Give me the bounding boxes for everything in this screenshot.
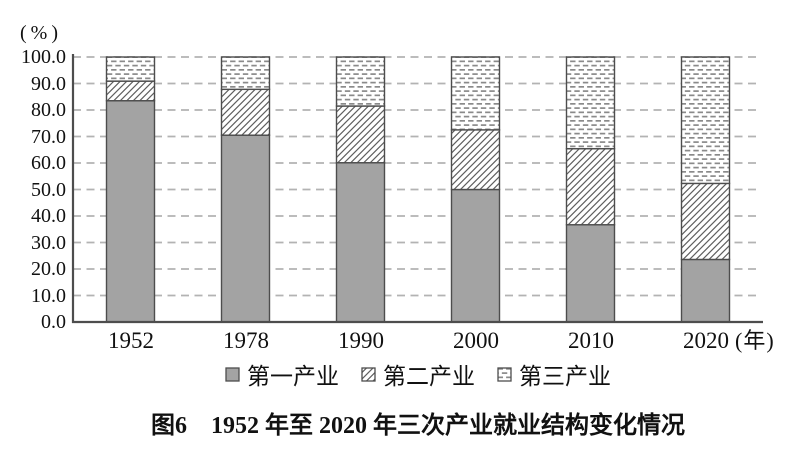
y-axis-unit-label: (%) bbox=[20, 22, 62, 44]
bar-segment-2020-第三产业 bbox=[680, 56, 731, 185]
y-tick-label: 30.0 bbox=[31, 231, 66, 254]
legend-swatch-diagonal-hatch bbox=[361, 366, 376, 382]
figure-caption: 图6 1952 年至 2020 年三次产业就业结构变化情况 bbox=[151, 413, 685, 439]
legend-label: 第二产业 bbox=[383, 364, 475, 389]
bar-segment-2000-第一产业 bbox=[450, 188, 501, 323]
bar-segment-2010-第一产业 bbox=[565, 224, 616, 323]
y-tick-label: 20.0 bbox=[31, 258, 66, 280]
y-tick-label: 70.0 bbox=[31, 125, 66, 148]
y-tick-label: 0.0 bbox=[41, 311, 66, 333]
bar-segment-2000-第二产业 bbox=[450, 129, 501, 191]
x-tick-label: 1990 bbox=[338, 328, 384, 353]
y-tick-label: 90.0 bbox=[31, 72, 66, 95]
x-tick-label: 1978 bbox=[223, 328, 269, 353]
x-tick-label: 2010 bbox=[568, 328, 614, 353]
bar-segment-1978-第二产业 bbox=[220, 88, 271, 136]
y-tick-label: 80.0 bbox=[31, 99, 66, 121]
legend-label: 第一产业 bbox=[247, 364, 339, 389]
bar-segment-2010-第二产业 bbox=[565, 147, 616, 226]
legend-swatch-solid-gray bbox=[225, 366, 240, 382]
bar-segment-1978-第三产业 bbox=[220, 56, 271, 91]
y-tick-label: 10.0 bbox=[31, 284, 66, 307]
x-tick-label: 1952 bbox=[108, 328, 154, 353]
bar-segment-1978-第一产业 bbox=[220, 134, 271, 323]
y-tick-label: 60.0 bbox=[31, 152, 66, 174]
y-tick-label: 40.0 bbox=[31, 205, 66, 227]
bar-segment-1990-第二产业 bbox=[335, 105, 386, 164]
bar-segment-2020-第一产业 bbox=[680, 258, 731, 323]
legend-item: 第一产业 bbox=[225, 357, 339, 391]
bar-segment-1952-第一产业 bbox=[105, 100, 156, 323]
legend-swatch-horizontal-dash bbox=[497, 366, 512, 382]
bar-segment-2010-第三产业 bbox=[565, 56, 616, 150]
bar-segment-2020-第二产业 bbox=[680, 182, 731, 261]
legend-item: 第三产业 bbox=[497, 357, 611, 391]
y-tick-label: 100.0 bbox=[21, 46, 66, 68]
bar-segment-1952-第二产业 bbox=[105, 80, 156, 102]
legend-item: 第二产业 bbox=[361, 357, 475, 391]
y-tick-label: 50.0 bbox=[31, 178, 66, 201]
chart-legend: 第一产业 第二产业 第三产业 bbox=[73, 359, 763, 389]
x-tick-label: 2000 bbox=[453, 328, 499, 353]
bar-segment-1990-第一产业 bbox=[335, 162, 386, 323]
x-tick-label: 2020 bbox=[683, 328, 729, 353]
bar-segment-1952-第三产业 bbox=[105, 56, 156, 82]
legend-label: 第三产业 bbox=[519, 364, 611, 389]
bar-segment-2000-第三产业 bbox=[450, 56, 501, 131]
bar-segment-1990-第三产业 bbox=[335, 56, 386, 107]
x-axis-unit-label: (年) bbox=[735, 328, 775, 353]
